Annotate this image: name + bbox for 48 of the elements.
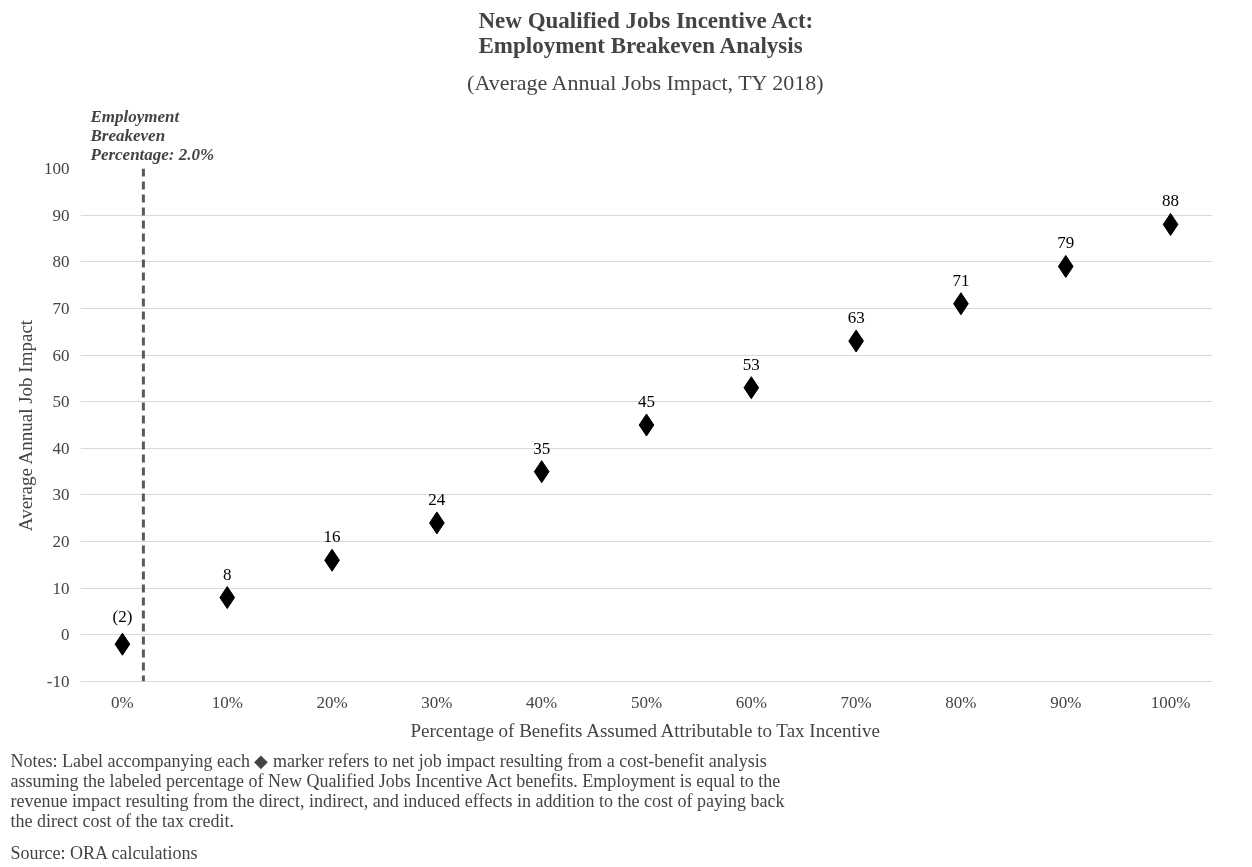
x-tick-label: 60%	[735, 692, 767, 712]
ref-line-label: Employment Breakeven Percentage: 2.0%	[89, 106, 215, 164]
point	[743, 376, 760, 400]
point	[1057, 254, 1074, 278]
x-tick-label: 50%	[630, 692, 663, 712]
y-tick-label: 10	[52, 578, 70, 598]
x-tick-label: 0%	[111, 692, 134, 712]
y-tick-label: 60	[52, 345, 70, 365]
data-label: 8	[222, 564, 232, 584]
y-axis-title: Average Annual Job Impact	[15, 319, 36, 532]
point	[533, 460, 550, 484]
y-tick-label: 30	[52, 485, 70, 505]
y-tick-label: 90	[52, 205, 70, 225]
data-label: 16	[323, 527, 341, 547]
data-label: 79	[1057, 233, 1075, 253]
x-tick-label: 70%	[840, 692, 872, 712]
point	[1162, 212, 1179, 236]
x-tick-label: 40%	[526, 692, 558, 712]
chart-subtitle: (Average Annual Jobs Impact, TY 2018)	[467, 69, 824, 95]
y-tick-label: 0	[61, 625, 70, 645]
x-tick-label: 90%	[1050, 692, 1082, 712]
text: Notes: Label accompanying each ◆ marker refers to net job impact resulting from a cost-benefit analysis assuming the labeled percentage of New Qualified Jobs Incentive Act benefits. Employment is equal to the revenue impact resulting from the direct, indirect, and induced effects in addition to the cost of paying back the direct cost of the tax credit.	[10, 750, 785, 831]
y-tick-label: 40	[52, 438, 70, 458]
data-label: 24	[428, 489, 446, 509]
data-label: 71	[952, 270, 970, 290]
data-label: 35	[533, 438, 551, 458]
x-tick-label: 80%	[945, 692, 977, 712]
y-tick-label: 70	[52, 298, 70, 318]
point	[638, 413, 655, 437]
data-label: 45	[638, 392, 655, 411]
y-tick-label: 80	[52, 252, 70, 272]
point	[219, 586, 236, 610]
data-label: (2)	[112, 607, 133, 627]
x-tick-label: 100%	[1150, 692, 1191, 712]
x-tick-label: 20%	[316, 692, 348, 712]
x-axis-title: Percentage of Benefits Assumed Attributable to Tax Incentive	[410, 719, 881, 741]
data-label: 88	[1162, 191, 1180, 211]
y-tick-label: 20	[52, 532, 70, 552]
x-tick-label: 10%	[211, 692, 243, 712]
data-label: 53	[742, 354, 760, 374]
source-note: Source: ORA calculations	[10, 842, 198, 863]
point	[114, 632, 131, 656]
y-tick-label: -10	[46, 672, 70, 691]
data-label: 63	[847, 308, 865, 328]
chart-title: New Qualified Jobs Incentive Act: Employment Breakeven Analysis	[478, 7, 814, 58]
y-tick-label: 50	[52, 392, 70, 412]
y-tick-label: 100	[44, 159, 70, 178]
x-tick-label: 30%	[421, 692, 453, 712]
